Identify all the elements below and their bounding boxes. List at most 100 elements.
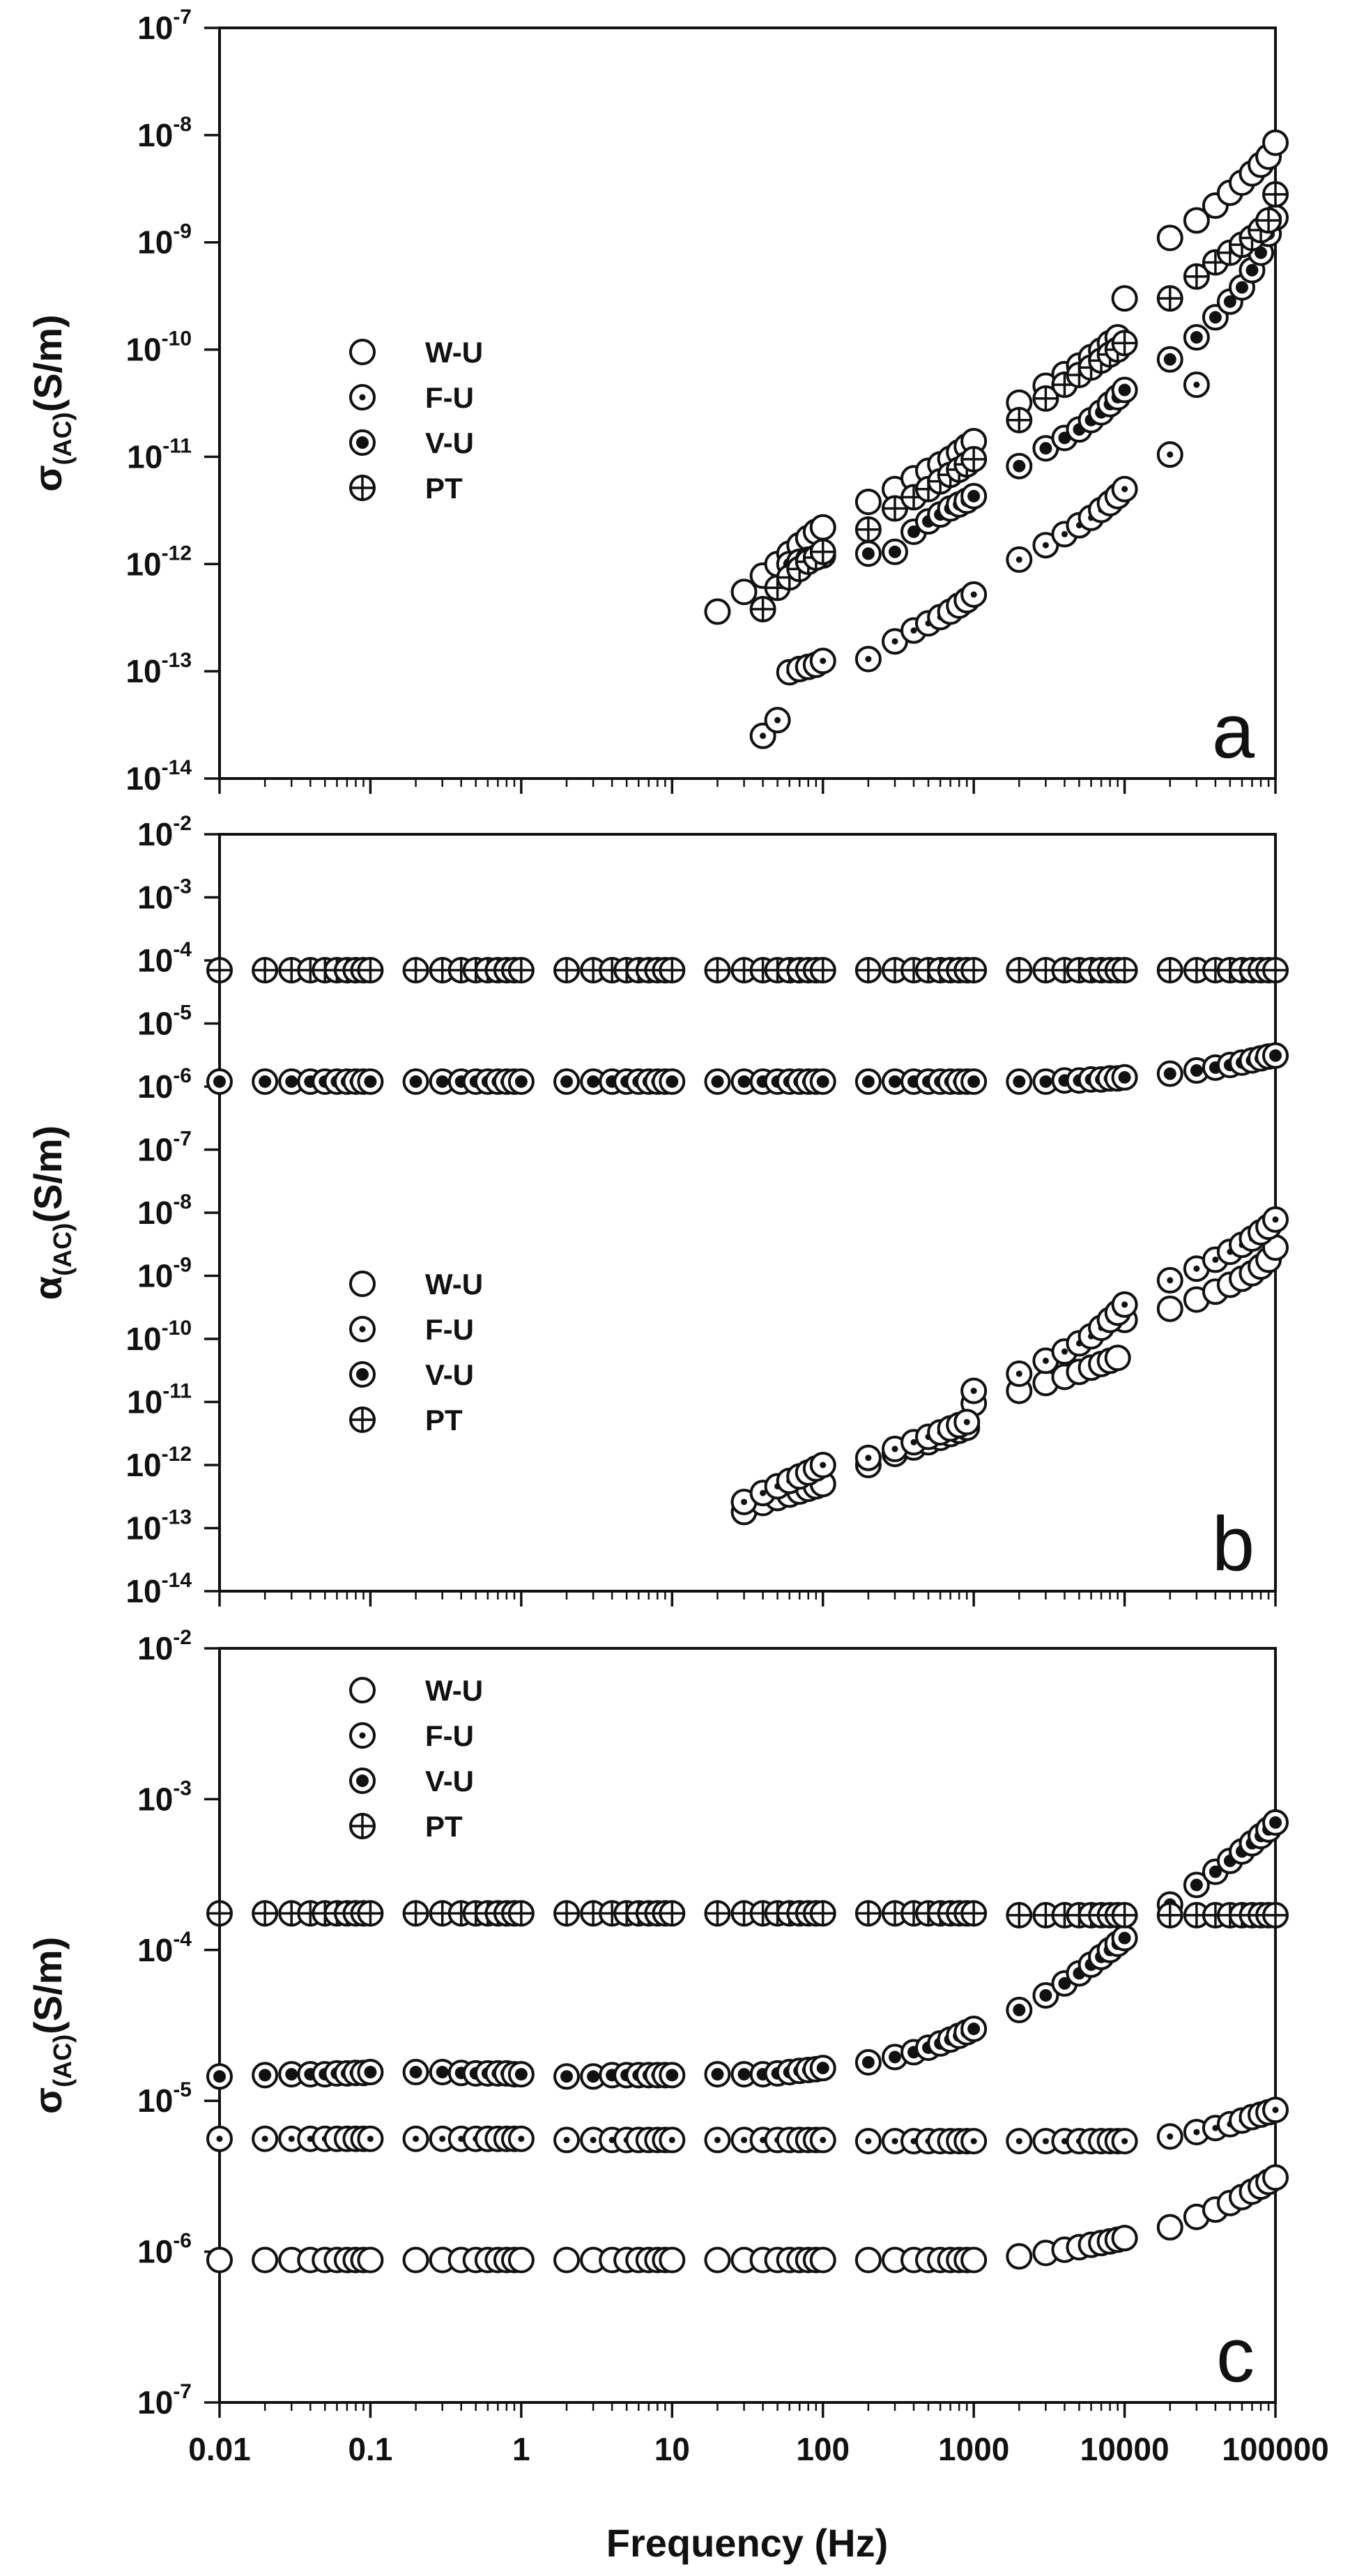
- legend-item: F-U: [349, 381, 474, 414]
- data-point: [402, 2059, 429, 2086]
- data-point: [206, 957, 233, 984]
- data-points: [704, 129, 1289, 749]
- data-point: [580, 1900, 607, 1927]
- data-point: [730, 578, 758, 606]
- data-point: [960, 2015, 988, 2042]
- data-point: [278, 1068, 305, 1095]
- data-point: [1111, 376, 1138, 404]
- data-point: [1156, 2123, 1183, 2150]
- data-point: [1255, 207, 1282, 234]
- data-point: [854, 540, 882, 567]
- y-tick-label: 10-8: [137, 1190, 192, 1231]
- data-point: [1006, 2243, 1033, 2270]
- data-point: [881, 1068, 908, 1095]
- data-point: [357, 2125, 384, 2152]
- x-tick-label: 0.1: [348, 2431, 392, 2467]
- plot-frame: [218, 26, 1277, 780]
- legend-marker: [349, 384, 376, 411]
- data-point: [1006, 1996, 1033, 2023]
- legend-item: V-U: [349, 427, 474, 459]
- data-point: [553, 957, 581, 984]
- series-f-u: [749, 371, 1210, 749]
- data-point: [659, 1068, 686, 1095]
- data-point: [1111, 1291, 1138, 1318]
- y-tick-label: 10-11: [127, 1380, 192, 1420]
- legend-label: W-U: [425, 336, 483, 369]
- data-point: [809, 2126, 836, 2154]
- data-point: [1262, 2164, 1289, 2191]
- data-point: [553, 1900, 581, 1927]
- data-point: [1006, 2128, 1033, 2155]
- data-point: [402, 2125, 429, 2152]
- data-point: [252, 2062, 279, 2089]
- y-tick-label: 10-7: [137, 2380, 192, 2421]
- data-point: [1111, 330, 1138, 357]
- data-point: [1111, 1924, 1138, 1952]
- legend: W-U F-U V-U PT: [349, 1674, 483, 1843]
- data-point: [749, 595, 776, 622]
- y-axis-title: α(AC)(S/m): [26, 1126, 77, 1300]
- data-point: [206, 2125, 233, 2152]
- data-point: [854, 645, 882, 673]
- y-ticks: 10-14 10-13 10-12 10-11 10-10 10-9 10-8 10-7 10-…: [125, 812, 220, 1609]
- data-point: [1183, 207, 1210, 234]
- data-point: [1156, 1060, 1183, 1087]
- data-point: [507, 2246, 535, 2274]
- data-point: [1156, 2214, 1183, 2241]
- data-point: [1156, 346, 1183, 373]
- data-point: [402, 957, 429, 984]
- data-point: [1262, 129, 1289, 156]
- data-point: [357, 1068, 384, 1095]
- data-point: [960, 2246, 988, 2274]
- data-point: [1006, 1068, 1033, 1095]
- data-point: [553, 1068, 581, 1095]
- legend-label: W-U: [425, 1674, 483, 1707]
- legend-marker: [349, 1768, 376, 1794]
- legend-label: F-U: [425, 1719, 474, 1752]
- series-pt: [206, 1900, 1289, 1929]
- legend-marker: [349, 1361, 376, 1388]
- data-point: [659, 1900, 686, 1927]
- y-tick-label: 10-12: [125, 1443, 192, 1483]
- x-tick-label: 1000: [938, 2431, 1009, 2467]
- legend-label: PT: [425, 1810, 463, 1843]
- data-point: [704, 957, 731, 984]
- data-point: [1156, 1266, 1183, 1294]
- data-point: [278, 2125, 305, 2152]
- y-tick-label: 10-7: [137, 1128, 192, 1168]
- x-tick-label: 100: [796, 2431, 850, 2467]
- x-tick-label: 100000: [1222, 2431, 1329, 2467]
- data-point: [659, 2062, 686, 2089]
- data-point: [1111, 475, 1138, 503]
- data-point: [809, 2246, 836, 2274]
- data-point: [206, 2063, 233, 2090]
- legend-item: V-U: [349, 1358, 474, 1391]
- legend-item: F-U: [349, 1719, 474, 1752]
- y-tick-label: 10-4: [137, 938, 192, 979]
- data-point: [252, 1068, 279, 1095]
- panel-letter: b: [1212, 1501, 1255, 1587]
- data-point: [1111, 2225, 1138, 2252]
- data-point: [704, 2246, 731, 2274]
- data-point: [854, 2246, 882, 2274]
- legend-label: PT: [425, 1404, 463, 1436]
- data-point: [881, 538, 908, 565]
- legend-marker: [349, 429, 376, 456]
- data-point: [1156, 224, 1183, 252]
- data-point: [1183, 1901, 1210, 1929]
- series-v-u: [206, 1042, 1289, 1095]
- legend-item: W-U: [349, 1268, 483, 1301]
- y-tick-label: 10-6: [137, 2230, 192, 2270]
- data-point: [206, 1068, 233, 1095]
- y-tick-label: 10-5: [137, 1002, 192, 1042]
- legend-marker: [349, 1271, 376, 1297]
- data-point: [1262, 1809, 1289, 1836]
- data-point: [809, 538, 836, 565]
- data-point: [854, 1900, 882, 1927]
- data-point: [1262, 2096, 1289, 2124]
- plot-frame: [218, 833, 1277, 1593]
- data-point: [402, 1068, 429, 1095]
- x-ticks: [218, 2402, 1277, 2418]
- x-axis-title: Frequency (Hz): [606, 2521, 889, 2565]
- data-point: [854, 2128, 882, 2155]
